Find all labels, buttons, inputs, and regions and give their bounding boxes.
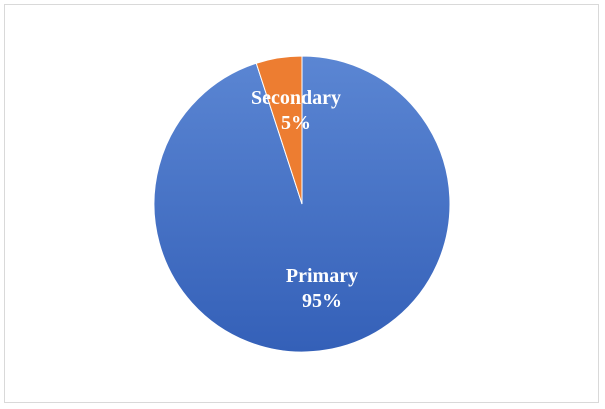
slice-secondary [255, 55, 303, 205]
slice-secondary-label: Secondary [251, 87, 341, 109]
slice-primary-label: Primary [286, 265, 358, 287]
slice-primary-value-label: 95% [302, 290, 342, 312]
slice-secondary-value-label: 5% [281, 112, 311, 134]
